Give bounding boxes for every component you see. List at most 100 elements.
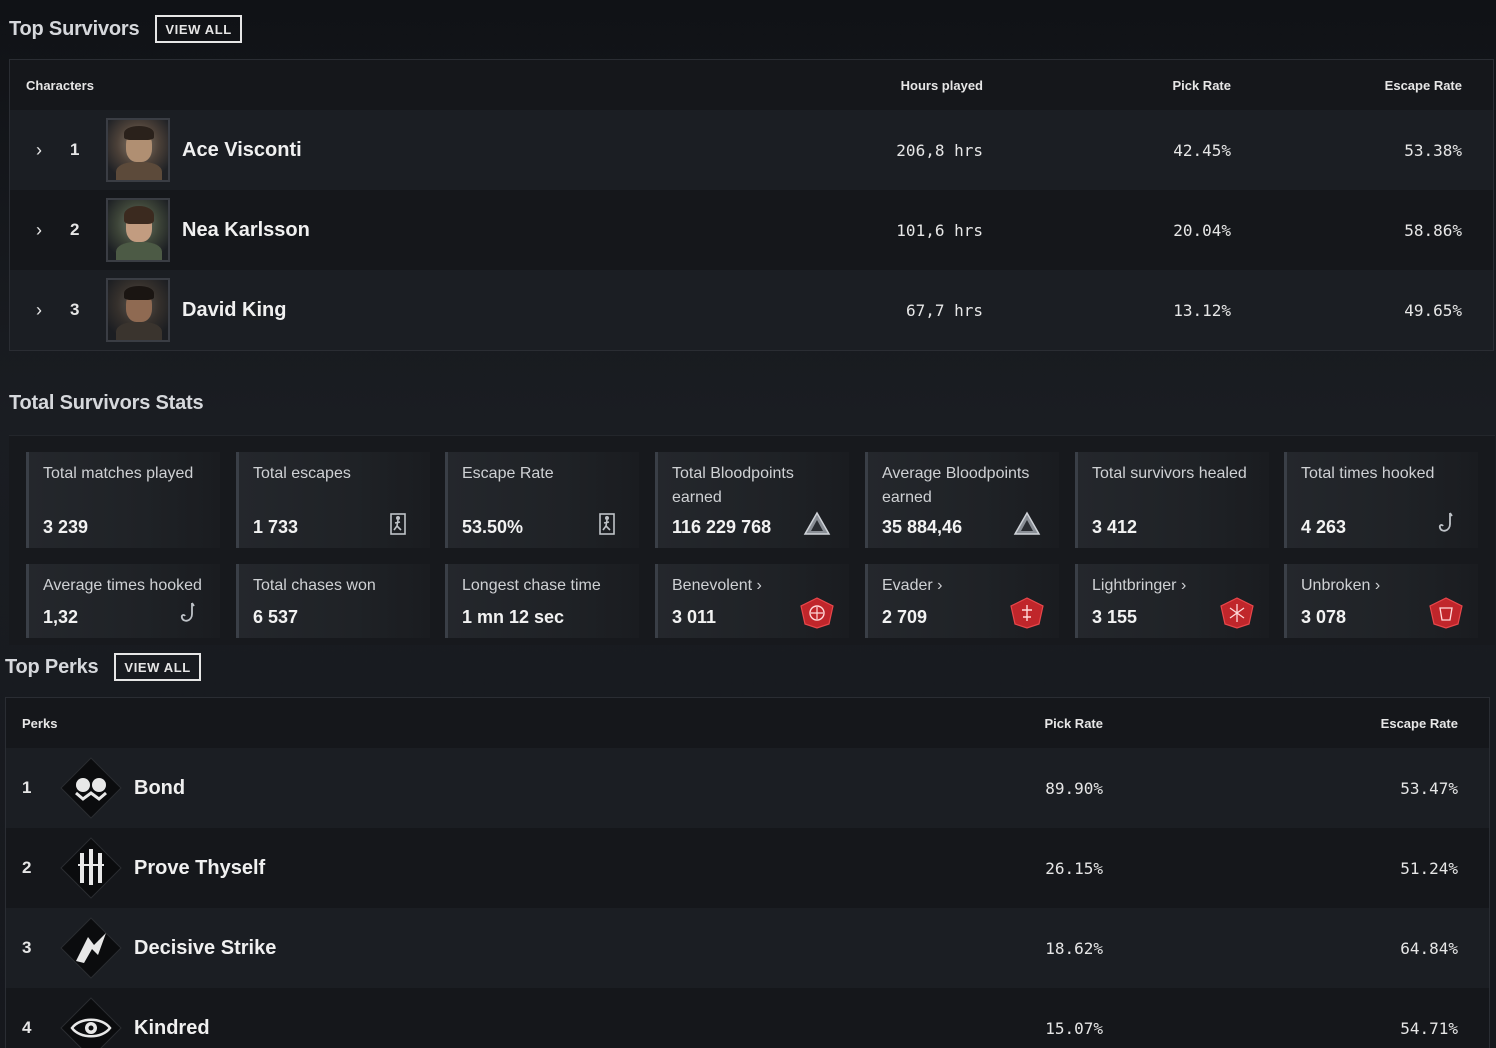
table-row[interactable]: 1 Bond 89.90% 53.47% <box>6 748 1489 828</box>
top-survivors-header: Top Survivors VIEW ALL <box>9 15 242 43</box>
survivor-name[interactable]: David King <box>182 298 287 321</box>
stat-card-times-hooked: Total times hooked 4 263 <box>1284 452 1478 548</box>
emblem-badge-icon <box>1010 597 1044 629</box>
stat-value: 116 229 768 <box>672 517 772 537</box>
escape-rate: 53.38% <box>1404 140 1462 160</box>
survivor-name[interactable]: Nea Karlsson <box>182 218 310 241</box>
stat-label[interactable]: Lightbringer › <box>1092 577 1187 594</box>
stat-value: 35 884,46 <box>882 517 963 537</box>
survivor-name[interactable]: Ace Visconti <box>182 138 302 161</box>
table-row[interactable]: › 2 Nea Karlsson 101,6 hrs 20.04% 58.86% <box>10 190 1493 270</box>
stat-label: Total escapes <box>253 465 351 482</box>
stat-card-escape-rate: Escape Rate 53.50% <box>445 452 639 548</box>
total-stats-header: Total Survivors Stats <box>9 392 204 415</box>
stat-label: Escape Rate <box>462 465 554 482</box>
table-row[interactable]: › 1 Ace Visconti 206,8 hrs 42.45% 53.38% <box>10 110 1493 190</box>
stat-card-chases-won: Total chases won 6 537 <box>236 564 430 638</box>
rank: 2 <box>22 858 32 877</box>
stat-card-evader[interactable]: Evader › 2 709 <box>865 564 1059 638</box>
stat-value: 1 733 <box>253 517 299 537</box>
col-pick-rate[interactable]: Pick Rate <box>1044 715 1103 731</box>
survivor-portrait <box>106 118 170 182</box>
perk-name[interactable]: Prove Thyself <box>134 856 266 879</box>
hook-icon <box>1438 512 1453 532</box>
stat-card-average-hooked: Average times hooked 1,32 <box>26 564 220 638</box>
stat-card-total-bloodpoints: Total Bloodpoints earned 116 229 768 <box>655 452 849 548</box>
stat-card-benevolent[interactable]: Benevolent › 3 011 <box>655 564 849 638</box>
perk-name[interactable]: Bond <box>134 776 186 799</box>
emblem-badge-icon <box>1429 597 1463 629</box>
top-survivors-title: Top Survivors <box>9 17 140 40</box>
pick-rate: 20.04% <box>1173 220 1231 240</box>
kindred-perk-icon <box>60 997 122 1048</box>
chevron-right-icon: › <box>1374 577 1381 594</box>
stat-label: Average Bloodpoints earned <box>882 465 1030 506</box>
escape-rate: 58.86% <box>1404 220 1462 240</box>
rank: 1 <box>70 140 80 159</box>
hook-icon <box>180 602 195 622</box>
col-escape-rate[interactable]: Escape Rate <box>1380 715 1458 731</box>
rank: 2 <box>70 220 80 239</box>
stat-card-lightbringer[interactable]: Lightbringer › 3 155 <box>1075 564 1269 638</box>
stat-value: 2 709 <box>882 607 928 627</box>
top-perks-table: Perks Pick Rate Escape Rate 1 Bond 89.90… <box>5 697 1490 1048</box>
emblem-badge-icon <box>1220 597 1254 629</box>
chevron-right-icon[interactable]: › <box>36 299 42 320</box>
bond-perk-icon <box>60 757 122 819</box>
rank: 3 <box>22 938 32 957</box>
chevron-right-icon: › <box>937 577 943 594</box>
stat-label: Total survivors healed <box>1092 465 1247 482</box>
exit-icon <box>390 513 406 535</box>
decisive-strike-perk-icon <box>60 917 122 979</box>
chevron-right-icon[interactable]: › <box>36 219 42 240</box>
emblem-badge-icon <box>800 597 834 629</box>
stat-label: Total times hooked <box>1301 465 1435 482</box>
table-row[interactable]: 2 Prove Thyself 26.15% 51.24% <box>6 828 1489 908</box>
col-escape-rate[interactable]: Escape Rate <box>1384 77 1462 93</box>
chevron-right-icon[interactable]: › <box>36 139 42 160</box>
chevron-right-icon: › <box>756 577 762 594</box>
stat-card-unbroken[interactable]: Unbroken › 3 078 <box>1284 564 1478 638</box>
stat-value: 1,32 <box>43 607 79 627</box>
escape-rate: 51.24% <box>1400 858 1458 878</box>
view-all-survivors-button[interactable]: VIEW ALL <box>155 15 242 43</box>
stat-value: 3 011 <box>672 607 717 627</box>
stat-label[interactable]: Benevolent › <box>672 577 762 594</box>
prove-thyself-perk-icon <box>60 837 122 899</box>
stat-value: 3 412 <box>1092 517 1138 537</box>
rank: 4 <box>22 1018 32 1037</box>
perk-name[interactable]: Decisive Strike <box>134 936 277 959</box>
top-survivors-table: Characters Hours played Pick Rate Escape… <box>9 59 1494 351</box>
stat-label: Total Bloodpoints earned <box>672 465 794 506</box>
col-perks[interactable]: Perks <box>22 715 58 731</box>
perk-name[interactable]: Kindred <box>134 1016 210 1039</box>
survivor-portrait <box>106 198 170 262</box>
table-header: Perks Pick Rate Escape Rate <box>6 698 1489 748</box>
stat-label: Longest chase time <box>462 577 601 594</box>
escape-rate: 53.47% <box>1400 778 1458 798</box>
stat-label[interactable]: Unbroken › <box>1301 577 1381 594</box>
hours-played: 67,7 hrs <box>905 300 983 320</box>
col-hours-played[interactable]: Hours played <box>900 77 983 93</box>
stat-label: Total matches played <box>43 465 194 482</box>
stat-card-longest-chase: Longest chase time 1 mn 12 sec <box>445 564 639 638</box>
view-all-perks-button[interactable]: VIEW ALL <box>114 653 201 681</box>
bloodpoints-icon <box>1013 511 1041 535</box>
stat-card-total-matches: Total matches played 3 239 <box>26 452 220 548</box>
total-stats-title: Total Survivors Stats <box>9 392 204 414</box>
top-perks-title: Top Perks <box>5 655 99 678</box>
stat-card-average-bloodpoints: Average Bloodpoints earned 35 884,46 <box>865 452 1059 548</box>
col-pick-rate[interactable]: Pick Rate <box>1172 77 1231 93</box>
stat-label[interactable]: Evader › <box>882 577 943 594</box>
stat-card-survivors-healed: Total survivors healed 3 412 <box>1075 452 1269 548</box>
col-characters[interactable]: Characters <box>26 77 94 93</box>
top-perks-header: Top Perks VIEW ALL <box>5 653 201 681</box>
pick-rate: 42.45% <box>1173 140 1231 160</box>
table-row[interactable]: › 3 David King 67,7 hrs 13.12% 49.65% <box>10 270 1493 350</box>
table-row[interactable]: 3 Decisive Strike 18.62% 64.84% <box>6 908 1489 988</box>
table-row[interactable]: 4 Kindred 15.07% 54.71% <box>6 988 1489 1048</box>
escape-rate: 49.65% <box>1404 300 1462 320</box>
hours-played: 101,6 hrs <box>896 220 983 240</box>
rank: 3 <box>70 300 80 319</box>
pick-rate: 89.90% <box>1045 778 1103 798</box>
